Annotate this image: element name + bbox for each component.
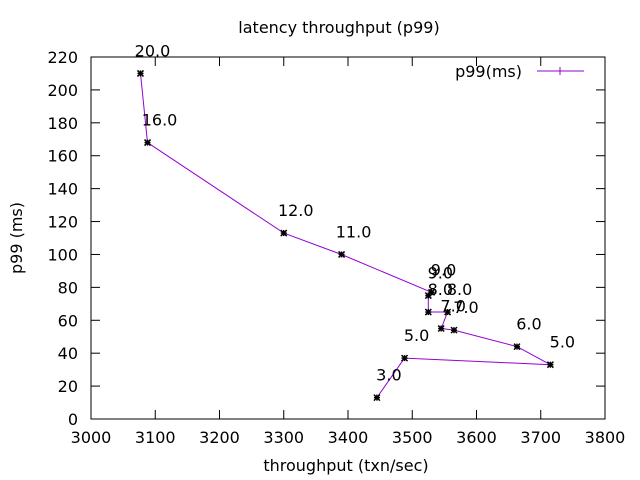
data-point [513,343,521,351]
y-tick-label: 180 [47,114,78,133]
series-p99 [136,69,554,402]
legend-label: p99(ms) [455,62,522,81]
y-tick-label: 220 [47,48,78,67]
y-tick-label: 200 [47,81,78,100]
y-axis-title: p99 (ms) [7,202,26,274]
data-label: 5.0 [404,326,429,345]
data-point [424,308,432,316]
data-label: 6.0 [516,315,541,334]
data-point [424,292,432,300]
data-label: 12.0 [278,201,314,220]
data-label: 7.0 [440,297,465,316]
chart-title: latency throughput (p99) [238,18,439,37]
data-label: 9.0 [428,264,453,283]
data-point [546,361,554,369]
data-point [373,394,381,402]
data-label: 11.0 [336,222,372,241]
series-line [140,73,551,398]
data-point [338,250,346,258]
x-tick-label: 3700 [520,428,561,447]
y-tick-label: 60 [58,311,78,330]
data-point [280,229,288,237]
data-label: 3.0 [376,366,401,385]
x-tick-label: 3400 [328,428,369,447]
x-axis: 3000 3100 3200 3300 3400 3500 3600 3700 3800 [71,57,626,447]
data-point [136,69,145,77]
data-point [144,139,152,147]
y-tick-label: 160 [47,147,78,166]
data-label: 20.0 [135,41,171,60]
y-tick-label: 120 [47,213,78,232]
data-label: 5.0 [550,333,575,352]
x-tick-label: 3100 [135,428,176,447]
y-tick-label: 80 [58,278,78,297]
y-axis: 0 20 40 60 80 100 120 140 160 180 200 220 [47,48,605,429]
data-label: 7.0 [453,298,478,317]
data-point [401,354,409,362]
data-point [437,324,445,333]
x-tick-label: 3500 [392,428,433,447]
y-tick-label: 0 [68,410,78,429]
data-label: 16.0 [142,111,178,130]
x-axis-title: throughput (txn/sec) [263,456,428,475]
x-tick-label: 3300 [263,428,304,447]
data-point [450,326,458,334]
y-tick-label: 20 [58,377,78,396]
x-tick-label: 3600 [456,428,497,447]
point-labels: 20.0 16.0 12.0 11.0 9.09.08.08.07.07.0 6.0 5.0… [135,41,575,384]
x-tick-label: 3800 [585,428,626,447]
data-label: 8.0 [447,280,472,299]
x-tick-label: 3200 [199,428,240,447]
y-tick-label: 140 [47,180,78,199]
data-label: 9.0 [431,260,456,279]
data-point [444,308,452,316]
y-tick-label: 40 [58,344,78,363]
data-label: 8.0 [428,280,453,299]
legend: p99(ms) [455,62,584,81]
y-tick-label: 100 [47,245,78,264]
x-tick-label: 3000 [71,428,112,447]
